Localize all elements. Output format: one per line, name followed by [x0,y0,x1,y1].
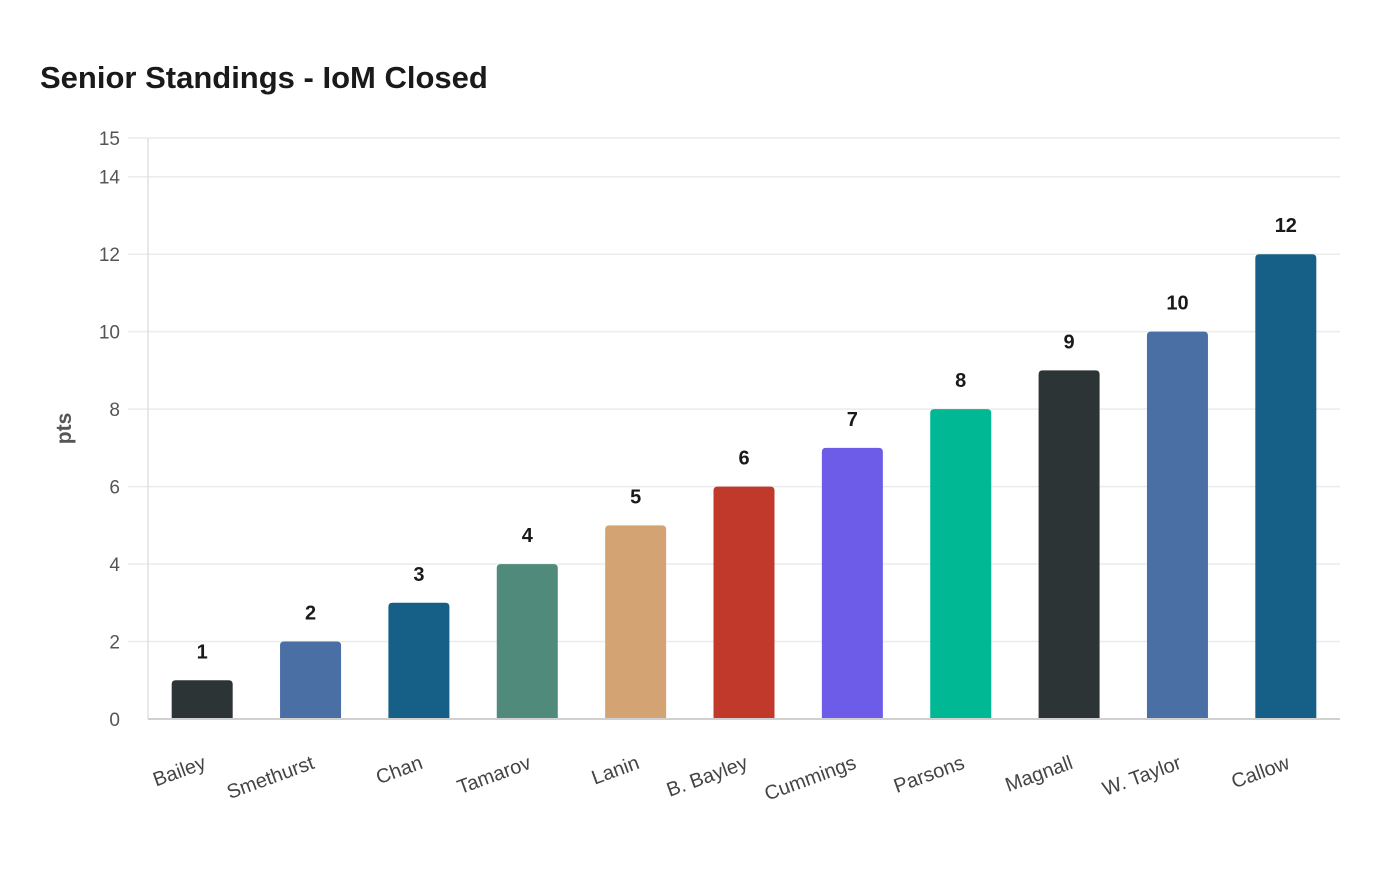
data-label: 9 [1064,331,1075,353]
data-label: 7 [847,409,858,431]
x-tick-label: Smethurst [224,752,318,804]
x-tick-label: Callow [1229,752,1293,793]
x-tick-label: Cummings [762,752,859,805]
x-tick-label: Lanin [589,752,643,789]
bar [280,641,342,719]
bar [171,680,233,719]
bar [388,602,450,719]
y-tick-label: 4 [109,555,120,576]
bar [1038,370,1100,719]
bar [1255,254,1317,719]
data-label: 2 [305,603,316,625]
x-tick-label: Magnall [1002,752,1075,797]
x-tick-label: Chan [373,752,425,789]
y-tick-label: 12 [99,245,120,266]
x-tick-label: Parsons [891,752,967,798]
data-label: 10 [1166,293,1188,315]
x-tick-label: Tamarov [454,752,534,799]
data-label: 4 [522,525,534,547]
bar [821,447,883,719]
data-label: 8 [955,370,966,392]
y-tick-label: 14 [99,168,121,189]
x-tick-label: Bailey [150,752,209,791]
y-tick-label: 15 [99,129,120,150]
data-label: 5 [630,486,641,508]
chart-title: Senior Standings - IoM Closed [40,60,488,95]
y-axis-label: pts [53,413,76,445]
bar [605,525,667,719]
bar [930,409,992,719]
bar [713,486,775,719]
y-tick-label: 6 [109,478,120,499]
x-tick-label: W. Taylor [1100,752,1185,801]
data-label: 12 [1275,215,1297,237]
data-label: 6 [738,448,749,470]
y-tick-label: 0 [109,710,120,731]
data-label: 3 [413,564,424,586]
y-tick-label: 8 [109,400,120,421]
data-label: 1 [197,641,208,663]
y-tick-label: 10 [99,323,120,344]
bar [1146,331,1208,719]
bar [496,564,558,719]
y-tick-label: 2 [109,633,120,654]
x-tick-label: B. Bayley [664,752,751,802]
